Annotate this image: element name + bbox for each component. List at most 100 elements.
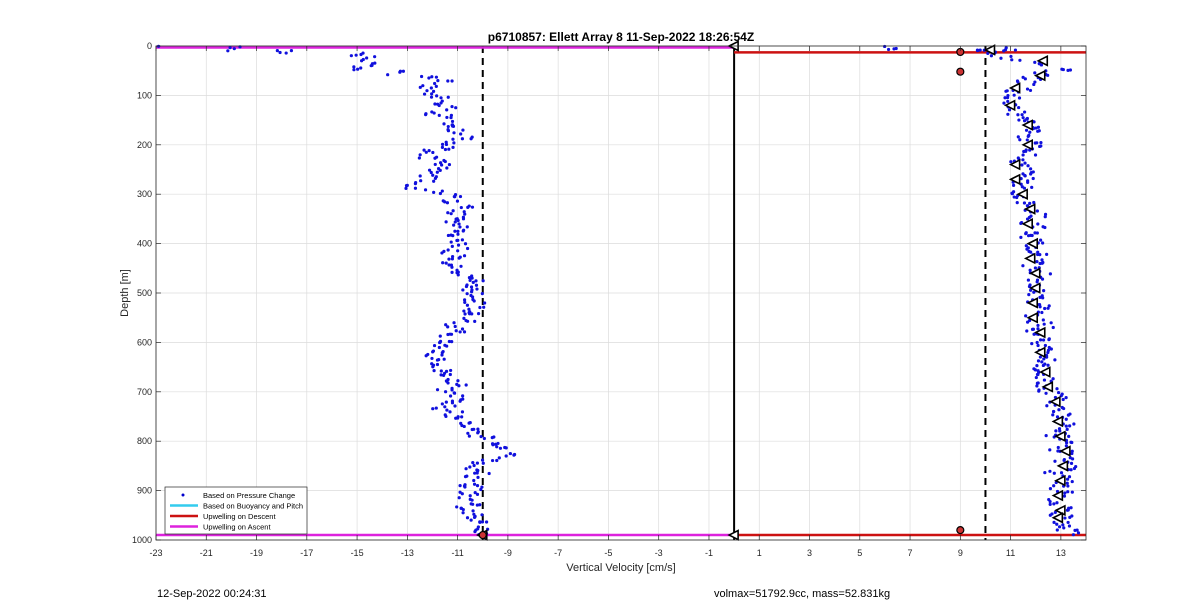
descent-point — [460, 410, 465, 414]
ascent-point — [1035, 209, 1039, 213]
descent-point — [480, 292, 484, 296]
ascent-point — [1064, 441, 1069, 445]
descent-point — [356, 67, 360, 71]
ascent-point — [1060, 67, 1064, 71]
ascent-point — [1062, 494, 1067, 498]
ascent-point — [978, 48, 982, 52]
ascent-point — [1037, 388, 1041, 392]
descent-point — [422, 92, 427, 96]
descent-point — [456, 249, 460, 253]
ascent-point — [1039, 238, 1043, 242]
descent-point — [447, 162, 452, 167]
descent-point — [473, 471, 477, 475]
ascent-point — [1006, 93, 1010, 98]
ascent-point — [1026, 180, 1030, 185]
descent-point — [435, 170, 439, 174]
ascent-point — [1066, 508, 1070, 512]
descent-point — [452, 195, 456, 199]
descent-point — [450, 401, 455, 405]
ascent-point — [1027, 215, 1031, 220]
descent-point — [432, 111, 436, 115]
x-tick-label: -13 — [401, 548, 414, 558]
triangle-marker — [1049, 395, 1061, 408]
descent-point — [479, 434, 483, 439]
ascent-point — [1069, 506, 1073, 510]
ascent-point — [1033, 80, 1037, 84]
ascent-point — [1041, 241, 1045, 245]
ascent-point — [1065, 477, 1070, 481]
triangle-marker — [1026, 297, 1039, 309]
ascent-point — [1029, 288, 1033, 292]
descent-point — [491, 443, 495, 447]
ascent-point — [1076, 531, 1081, 535]
descent-point — [459, 264, 463, 268]
descent-point — [463, 485, 467, 489]
triangle-marker — [1033, 69, 1046, 82]
ascent-point — [1060, 392, 1064, 396]
x-tick-label: 7 — [908, 548, 913, 558]
descent-point — [473, 529, 477, 534]
y-tick-label: 100 — [137, 90, 152, 100]
descent-point — [464, 383, 468, 387]
ascent-point — [1067, 434, 1071, 438]
descent-point — [438, 340, 442, 345]
descent-point — [463, 300, 467, 304]
descent-point — [471, 509, 475, 513]
ascent-point — [1006, 112, 1010, 116]
ascent-point — [1039, 144, 1043, 148]
ascent-point — [1028, 130, 1032, 134]
ascent-point — [1048, 487, 1053, 491]
descent-point — [424, 150, 428, 154]
descent-point — [450, 270, 454, 274]
ascent-point — [1028, 88, 1033, 93]
ascent-point — [1021, 75, 1025, 79]
x-tick-label: 11 — [1006, 548, 1015, 558]
ascent-point — [1024, 128, 1029, 132]
descent-point — [453, 404, 457, 408]
descent-point — [470, 274, 474, 278]
descent-point — [484, 520, 489, 524]
descent-point — [451, 254, 455, 259]
descent-point — [482, 305, 486, 309]
ascent-point — [1016, 113, 1020, 117]
descent-point — [490, 435, 494, 440]
descent-point — [495, 458, 499, 463]
descent-point — [465, 303, 470, 307]
descent-point — [472, 482, 477, 486]
ascent-point — [1017, 118, 1021, 122]
descent-point — [470, 427, 474, 432]
descent-point — [425, 89, 429, 93]
ascent-point — [1045, 355, 1049, 359]
ascent-point — [1035, 260, 1039, 264]
descent-point — [461, 511, 465, 515]
descent-point — [450, 257, 454, 261]
ascent-point — [1033, 231, 1037, 235]
triangle-marker — [1054, 430, 1066, 443]
red-marker — [956, 67, 965, 76]
descent-point — [289, 49, 294, 53]
ascent-point — [1032, 200, 1036, 205]
triangle-marker — [1054, 474, 1066, 487]
ascent-point — [1024, 244, 1028, 248]
descent-point — [447, 263, 451, 267]
ascent-point — [986, 51, 990, 55]
descent-point — [481, 279, 485, 283]
ascent-point — [1017, 105, 1021, 110]
descent-point — [461, 217, 466, 221]
ascent-point — [1065, 481, 1069, 485]
ascent-point — [1024, 231, 1028, 235]
descent-point — [448, 410, 452, 414]
ascent-point — [1024, 149, 1028, 153]
ascent-point — [1037, 303, 1042, 307]
ascent-point — [1046, 348, 1051, 352]
descent-point — [461, 288, 465, 292]
descent-point — [496, 441, 500, 446]
descent-point — [482, 436, 486, 441]
ascent-point — [1013, 48, 1018, 52]
ascent-point — [1016, 80, 1020, 84]
descent-point — [444, 220, 448, 224]
triangle-marker — [1021, 119, 1033, 131]
ascent-point — [1006, 99, 1010, 104]
ascent-point — [1027, 318, 1032, 323]
y-tick-label: 800 — [137, 436, 152, 446]
